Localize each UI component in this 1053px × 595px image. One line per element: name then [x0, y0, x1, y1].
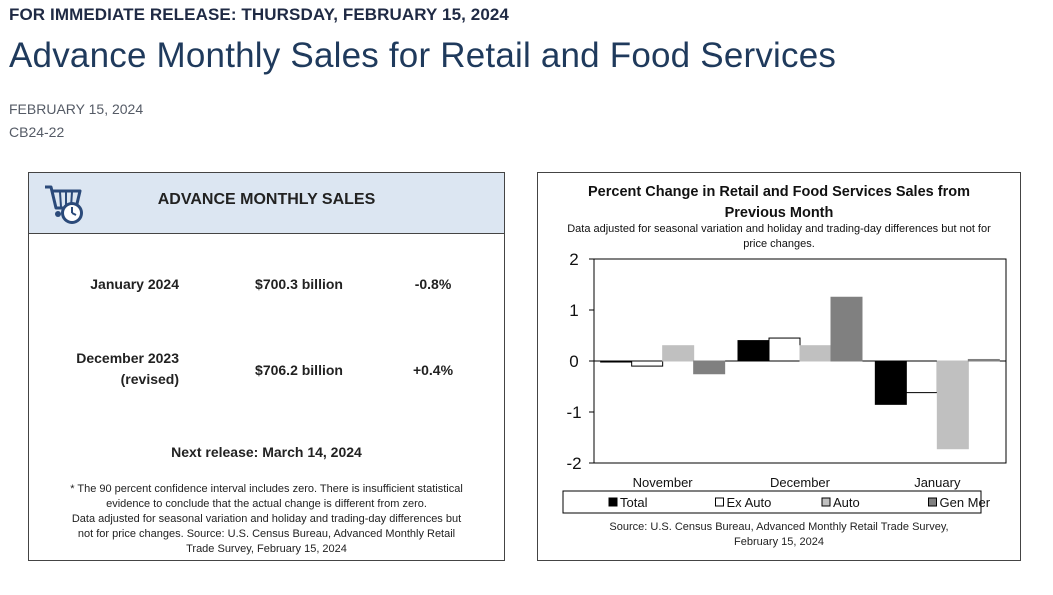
legend-label: Total — [620, 495, 648, 510]
chart-subtitle-line: Data adjusted for seasonal variation and… — [567, 223, 991, 235]
legend-label: Ex Auto — [727, 495, 772, 510]
chart-title: Percent Change in Retail and Food Servic… — [548, 182, 1010, 224]
sales-card-header: ADVANCE MONTHLY SALES — [29, 173, 504, 234]
bar-ex-auto — [768, 337, 801, 362]
legend-label: Auto — [833, 495, 860, 510]
chart-title-line: Previous Month — [724, 205, 834, 221]
row-jan-value: $700.3 billion — [255, 276, 343, 292]
row-jan-change: -0.8% — [414, 276, 452, 292]
x-tick-label: November — [633, 475, 694, 490]
y-tick-label: 0 — [569, 352, 578, 371]
row-dec-change: +0.4% — [412, 362, 454, 378]
chart-title-line: Percent Change in Retail and Food Servic… — [588, 184, 970, 200]
shopping-cart-clock-icon — [45, 185, 83, 224]
chart-source-line: February 15, 2024 — [734, 536, 824, 548]
footnote-line: * The 90 percent confidence interval inc… — [70, 483, 463, 495]
y-tick-label: -2 — [566, 454, 581, 473]
chart-subtitle-line: price changes. — [743, 238, 815, 250]
bar-total — [737, 340, 770, 362]
legend-swatch — [715, 497, 724, 507]
bar-auto — [799, 345, 832, 362]
row-jan-label: January 2024 — [90, 276, 179, 292]
footnote-line: Data adjusted for seasonal variation and… — [71, 513, 462, 525]
legend — [562, 490, 982, 514]
bar-ex-auto — [631, 360, 664, 367]
y-tick-label: 2 — [569, 250, 578, 269]
y-tick-label: 1 — [569, 301, 578, 320]
y-tick-label: -1 — [566, 403, 581, 422]
bar-gen-mer — [967, 358, 1000, 362]
footnote-line: not for price changes. Source: U.S. Cens… — [77, 528, 456, 540]
next-release: Next release: March 14, 2024 — [171, 444, 362, 460]
row-dec-value: $706.2 billion — [255, 362, 343, 378]
row-dec-label: December 2023 — [76, 350, 179, 366]
bar-gen-mer — [830, 296, 863, 362]
x-tick-label: January — [914, 475, 961, 490]
chart-subtitle: Data adjusted for seasonal variation and… — [548, 222, 1010, 252]
bar-total — [600, 360, 633, 363]
footnote-line: Trade Survey, February 15, 2024 — [186, 543, 347, 555]
legend-swatch — [608, 497, 618, 507]
advance-monthly-sales-card: ADVANCE MONTHLY SALES January 2024 $700.… — [28, 172, 505, 561]
sales-footnote: * The 90 percent confidence interval inc… — [39, 482, 494, 557]
legend-label: Gen Mer — [940, 495, 991, 510]
release-line: FOR IMMEDIATE RELEASE: THURSDAY, FEBRUAR… — [9, 5, 509, 24]
legend-swatch — [821, 497, 831, 507]
bar-ex-auto — [905, 360, 938, 394]
chart-source: Source: U.S. Census Bureau, Advanced Mon… — [548, 520, 1010, 550]
legend-swatch — [928, 497, 937, 507]
page-title: Advance Monthly Sales for Retail and Foo… — [9, 36, 837, 75]
row-dec-label-revised: (revised) — [120, 371, 179, 387]
bar-auto — [936, 360, 969, 450]
release-id: CB24-22 — [9, 124, 65, 140]
bar-chart: 2 1 0 -1 -2 November December January Total Ex Au… — [562, 250, 1007, 514]
chart-source-line: Source: U.S. Census Bureau, Advanced Mon… — [609, 521, 949, 533]
release-date: FEBRUARY 15, 2024 — [9, 101, 144, 117]
x-tick-label: December — [770, 475, 831, 490]
bar-auto — [662, 345, 695, 362]
bar-gen-mer — [693, 360, 726, 375]
footnote-line: evidence to conclude that the actual cha… — [106, 498, 427, 510]
bar-total — [874, 360, 907, 405]
sales-card-title: ADVANCE MONTHLY SALES — [157, 191, 376, 208]
percent-change-chart-card: Percent Change in Retail and Food Servic… — [537, 172, 1021, 561]
